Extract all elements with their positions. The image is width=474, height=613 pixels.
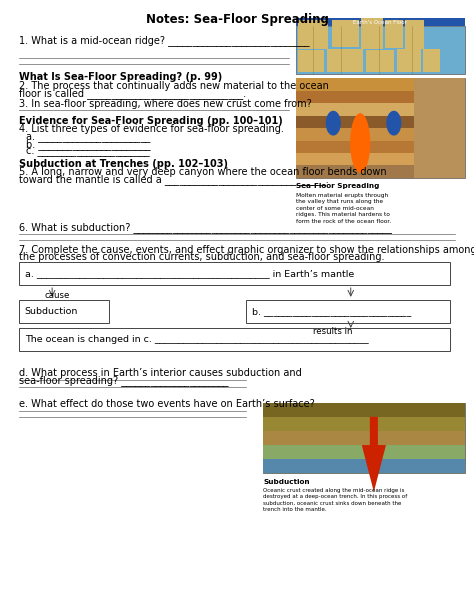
Bar <box>263 459 465 473</box>
Bar <box>385 20 403 48</box>
Text: Subduction at Trenches (pp. 102–103): Subduction at Trenches (pp. 102–103) <box>19 159 228 169</box>
Bar <box>296 166 414 178</box>
Bar <box>19 300 109 323</box>
Bar <box>296 128 414 140</box>
Bar <box>296 18 465 26</box>
Bar <box>361 18 383 49</box>
Bar <box>327 49 363 72</box>
Text: 4. List three types of evidence for sea-floor spreading.: 4. List three types of evidence for sea-… <box>19 124 284 134</box>
Text: 1. What is a mid-ocean ridge? _____________________________: 1. What is a mid-ocean ridge? __________… <box>19 35 310 46</box>
Text: d. What process in Earth’s interior causes subduction and: d. What process in Earth’s interior caus… <box>19 368 302 378</box>
Bar <box>296 78 414 91</box>
Bar <box>296 91 414 104</box>
Text: 2. The process that continually adds new material to the ocean: 2. The process that continually adds new… <box>19 81 329 91</box>
Text: Earth's Ocean Floor: Earth's Ocean Floor <box>354 20 407 25</box>
Text: 3. In sea-floor spreading, where does new crust come from?: 3. In sea-floor spreading, where does ne… <box>19 99 312 109</box>
Bar <box>296 116 414 128</box>
Bar <box>246 300 450 323</box>
Text: c. _______________________: c. _______________________ <box>26 147 150 156</box>
Bar <box>19 262 450 285</box>
Bar <box>332 20 359 47</box>
Text: toward the mantle is called a _________________________________.: toward the mantle is called a __________… <box>19 174 328 185</box>
Text: Sea-Floor Spreading: Sea-Floor Spreading <box>296 183 380 189</box>
Bar <box>397 49 421 72</box>
Text: a. _________________________________________________ in Earth’s mantle: a. _____________________________________… <box>25 269 354 278</box>
Text: Evidence for Sea-Floor Spreading (pp. 100–101): Evidence for Sea-Floor Spreading (pp. 10… <box>19 116 283 126</box>
Text: Subduction: Subduction <box>25 307 78 316</box>
Text: floor is called ________________________________.: floor is called ________________________… <box>19 88 246 99</box>
Bar <box>263 403 465 473</box>
Bar <box>263 445 465 459</box>
Text: 6. What is subduction? _____________________________________________________: 6. What is subduction? _________________… <box>19 223 392 234</box>
Ellipse shape <box>326 111 341 135</box>
Text: the processes of convection currents, subduction, and sea-floor spreading.: the processes of convection currents, su… <box>19 253 384 262</box>
Bar <box>298 20 328 49</box>
Bar <box>423 49 440 72</box>
Text: Molten material erupts through
the valley that runs along the
center of some mid: Molten material erupts through the valle… <box>296 193 392 224</box>
Text: cause: cause <box>44 291 70 300</box>
Bar <box>366 50 394 72</box>
Bar <box>298 50 324 72</box>
Text: e. What effect do those two events have on Earth’s surface?: e. What effect do those two events have … <box>19 399 315 409</box>
Text: b. _______________________: b. _______________________ <box>26 139 151 150</box>
Bar <box>296 26 465 74</box>
Bar <box>263 417 465 431</box>
Text: The ocean is changed in c. _____________________________________________: The ocean is changed in c. _____________… <box>25 335 368 344</box>
Bar <box>263 403 465 417</box>
Text: Notes: Sea-Floor Spreading: Notes: Sea-Floor Spreading <box>146 13 328 26</box>
Bar <box>405 20 424 49</box>
Ellipse shape <box>386 111 401 135</box>
Text: a. _______________________: a. _______________________ <box>26 132 150 142</box>
Text: Subduction: Subduction <box>263 479 310 485</box>
Text: b. _______________________________: b. _______________________________ <box>252 307 411 316</box>
Text: results in: results in <box>313 327 352 335</box>
Bar <box>296 153 414 166</box>
Bar <box>19 328 450 351</box>
Text: What Is Sea-Floor Spreading? (p. 99): What Is Sea-Floor Spreading? (p. 99) <box>19 72 222 82</box>
Text: sea-floor spreading? ______________________: sea-floor spreading? ___________________… <box>19 375 228 386</box>
Bar <box>296 140 414 153</box>
Text: 5. A long, narrow and very deep canyon where the ocean floor bends down: 5. A long, narrow and very deep canyon w… <box>19 167 387 177</box>
Bar <box>296 78 465 178</box>
Text: 7. Complete the cause, events, and effect graphic organizer to show the relation: 7. Complete the cause, events, and effec… <box>19 245 474 255</box>
Ellipse shape <box>350 113 370 173</box>
Bar <box>296 103 414 116</box>
Text: Oceanic crust created along the mid-ocean ridge is
destroyed at a deep-ocean tre: Oceanic crust created along the mid-ocea… <box>263 488 407 512</box>
Bar <box>263 431 465 445</box>
Bar <box>414 78 465 178</box>
FancyArrow shape <box>362 417 386 492</box>
